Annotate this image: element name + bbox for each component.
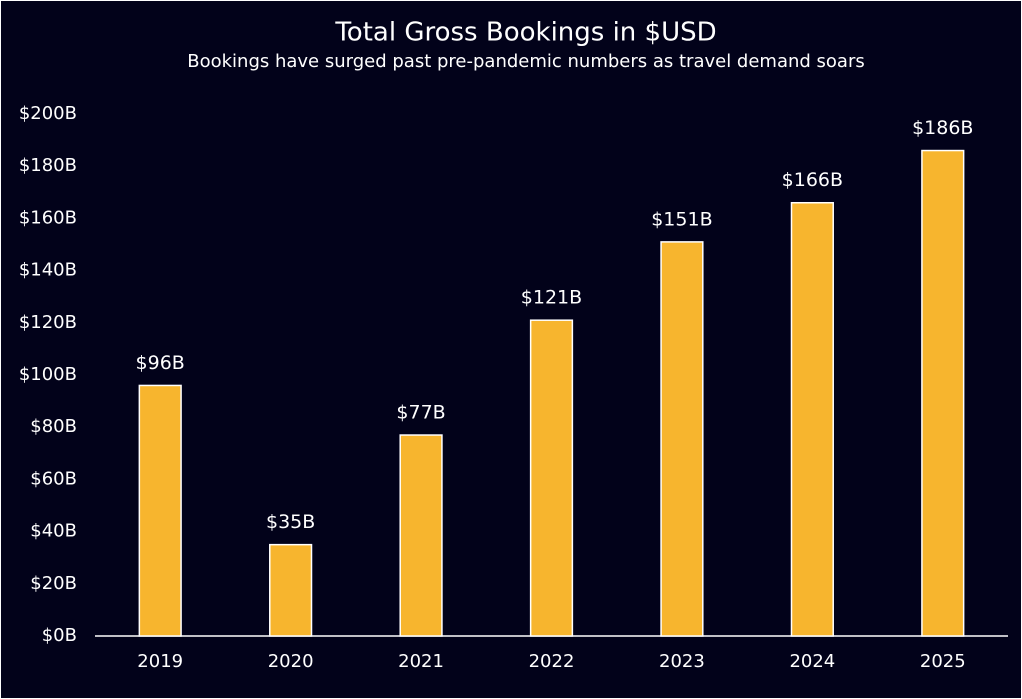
bar [269, 543, 313, 637]
y-tick-label: $200B [19, 103, 77, 124]
x-tick-label: 2024 [789, 651, 835, 672]
value-label: $151B [651, 208, 712, 230]
y-tick-label: $160B [19, 207, 77, 228]
bar [138, 384, 182, 637]
value-label: $35B [266, 511, 315, 533]
y-tick-label: $40B [30, 521, 77, 542]
value-label: $96B [136, 352, 185, 374]
bar [529, 319, 574, 637]
chart-subtitle: Bookings have surged past pre-pandemic n… [187, 51, 865, 72]
bar [790, 201, 834, 637]
bar [660, 241, 704, 637]
x-tick-label: 2022 [529, 651, 575, 672]
value-label: $166B [782, 169, 843, 191]
bar [921, 149, 965, 637]
x-tick-label: 2020 [268, 651, 314, 672]
y-tick-label: $180B [19, 155, 77, 176]
x-tick-label: 2025 [920, 651, 966, 672]
y-tick-label: $20B [30, 573, 77, 594]
x-tick-label: 2023 [659, 651, 705, 672]
y-tick-label: $120B [19, 312, 77, 333]
y-tick-label: $60B [30, 468, 77, 489]
value-label: $121B [521, 287, 582, 309]
x-tick-label: 2019 [137, 651, 183, 672]
bar [399, 434, 443, 637]
y-tick-label: $140B [19, 260, 77, 281]
x-tick-label: 2021 [398, 651, 444, 672]
value-label: $77B [396, 402, 445, 424]
chart-title: Total Gross Bookings in $USD [334, 18, 716, 48]
y-tick-label: $0B [42, 625, 77, 646]
y-tick-label: $100B [19, 364, 77, 385]
y-tick-label: $80B [30, 416, 77, 437]
value-label: $186B [912, 117, 973, 139]
